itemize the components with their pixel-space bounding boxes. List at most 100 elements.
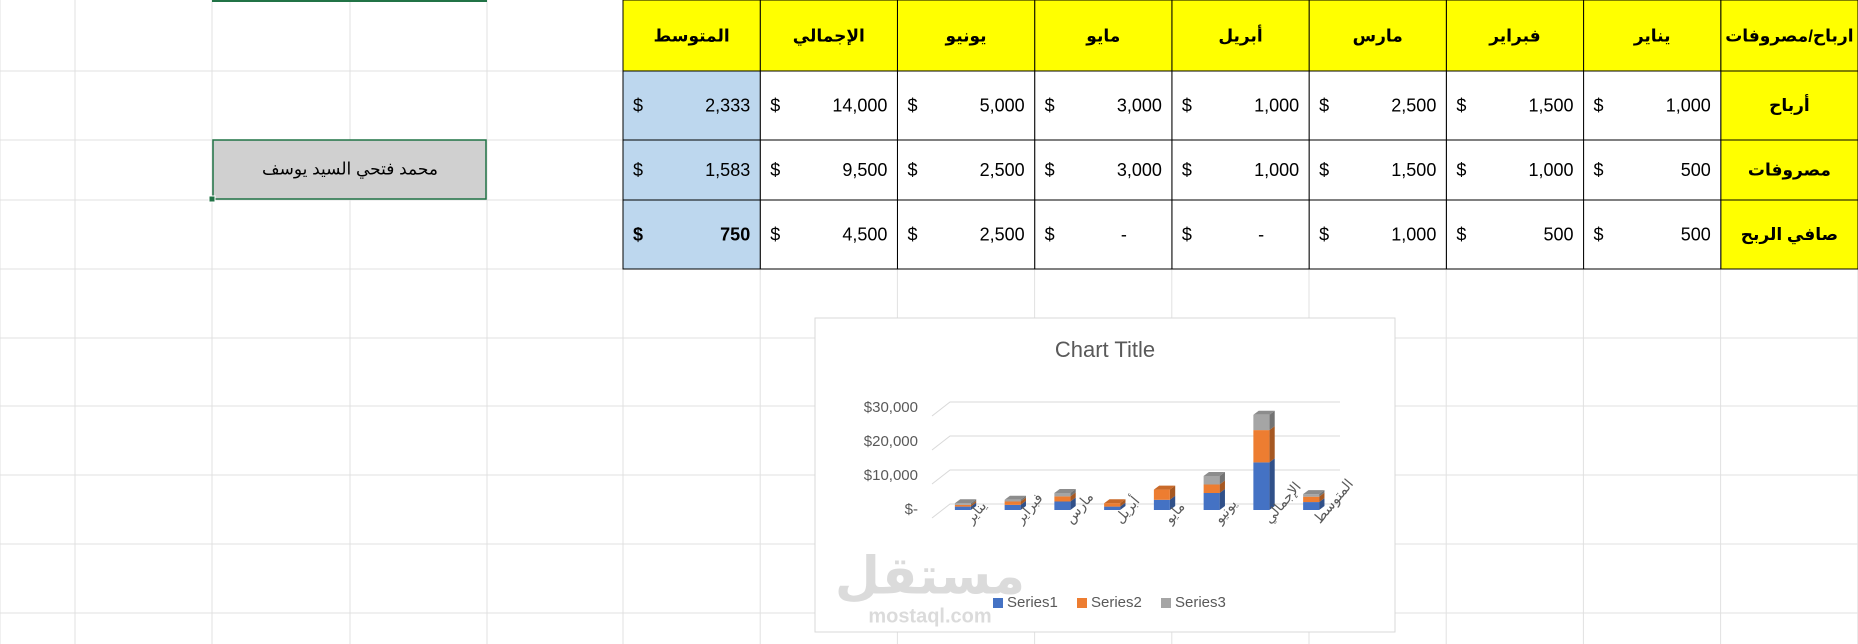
header-text: المتوسط <box>654 26 730 46</box>
name-box-handle <box>208 195 216 203</box>
data-cell <box>622 199 761 270</box>
legend-swatch <box>1161 598 1171 608</box>
bar-side <box>970 499 977 505</box>
currency: $ <box>907 95 917 115</box>
legend-swatch <box>1077 598 1087 608</box>
currency: $ <box>1045 160 1055 180</box>
header-text: يونيو <box>945 26 987 46</box>
data-cell <box>1034 199 1173 270</box>
data-cell <box>759 199 898 270</box>
bar <box>954 503 971 505</box>
y-tick-label: $20,000 <box>864 433 918 450</box>
data-cell <box>1583 139 1722 201</box>
bar <box>1253 430 1270 463</box>
bar-side <box>1070 497 1076 510</box>
header-cell <box>1720 0 1858 72</box>
bar <box>954 506 971 510</box>
amount: 3,000 <box>1117 95 1162 115</box>
currency: $ <box>1045 95 1055 115</box>
bar-side <box>1020 495 1026 502</box>
bar-side <box>1169 485 1176 500</box>
header-text: فبراير <box>1488 26 1540 46</box>
bar-side <box>1120 499 1126 507</box>
amount: 2,333 <box>705 95 750 115</box>
bar <box>1203 493 1220 510</box>
grid-line <box>931 435 1340 451</box>
y-tick-label: $30,000 <box>864 399 918 416</box>
y-tick-label: $10,000 <box>864 467 918 484</box>
y-tick-label: $- <box>905 501 918 518</box>
bar <box>1104 503 1121 507</box>
amount: 1,000 <box>1254 95 1299 115</box>
bar <box>1253 462 1270 510</box>
amount: 1,583 <box>705 160 750 180</box>
bar <box>1253 414 1270 431</box>
amount: 1,000 <box>1666 95 1711 115</box>
data-cell <box>1445 199 1585 270</box>
header-text: أبريل <box>1218 24 1262 46</box>
bar-side <box>1319 490 1325 497</box>
amount: 14,000 <box>832 95 887 115</box>
currency: $ <box>1182 95 1192 115</box>
header-cell <box>622 0 761 72</box>
bar-side <box>1070 492 1076 502</box>
legend-label: Series2 <box>1091 594 1142 611</box>
bar-top <box>1203 472 1225 476</box>
bar <box>1153 489 1170 500</box>
amount: 1,000 <box>1529 160 1574 180</box>
header-cell <box>1171 0 1310 72</box>
bar <box>1004 501 1021 505</box>
data-cell <box>1308 70 1447 141</box>
grid-line <box>931 401 1340 417</box>
bar <box>1303 494 1320 497</box>
row-label: أرباح <box>1769 94 1810 115</box>
currency: $ <box>1319 95 1329 115</box>
bar-side <box>1020 500 1026 510</box>
currency: $ <box>1182 224 1192 244</box>
grid-line <box>931 469 1340 485</box>
data-cell <box>622 70 761 141</box>
bar <box>1054 493 1071 497</box>
currency: $ <box>907 224 917 244</box>
bar-side <box>1219 489 1225 510</box>
data-cell <box>1308 139 1447 201</box>
currency: $ <box>770 160 780 180</box>
bar-side <box>970 500 977 507</box>
bar <box>1203 476 1220 485</box>
amount: 500 <box>1544 224 1574 244</box>
currency: $ <box>1182 160 1192 180</box>
amount: 500 <box>1681 224 1711 244</box>
data-cell <box>896 199 1036 270</box>
amount: 2,500 <box>980 224 1025 244</box>
currency: $ <box>1456 95 1466 115</box>
name-text: محمد فتحي السيد يوسف <box>262 159 438 179</box>
bar <box>1054 501 1071 510</box>
header-cell <box>1308 0 1447 72</box>
bar <box>954 504 971 507</box>
currency: $ <box>633 224 643 244</box>
bar-side <box>1219 472 1225 485</box>
currency: $ <box>1456 160 1466 180</box>
bar <box>1004 504 1021 510</box>
data-cell <box>1583 199 1722 270</box>
amount: 2,500 <box>1391 95 1436 115</box>
amount: 1,000 <box>1391 224 1436 244</box>
amount: 4,500 <box>842 224 887 244</box>
data-cell <box>896 70 1036 141</box>
chart-area <box>814 317 1396 633</box>
currency: $ <box>770 95 780 115</box>
currency: $ <box>1594 95 1604 115</box>
data-cell <box>1308 199 1447 270</box>
data-cell <box>1171 70 1310 141</box>
header-cell <box>896 0 1036 72</box>
header-cell <box>1583 0 1722 72</box>
row-label: مصروفات <box>1748 160 1831 180</box>
currency: $ <box>1319 224 1329 244</box>
amount: 9,500 <box>842 160 887 180</box>
bar <box>1303 502 1320 510</box>
bar <box>1153 499 1170 510</box>
bar-side <box>1269 426 1275 463</box>
